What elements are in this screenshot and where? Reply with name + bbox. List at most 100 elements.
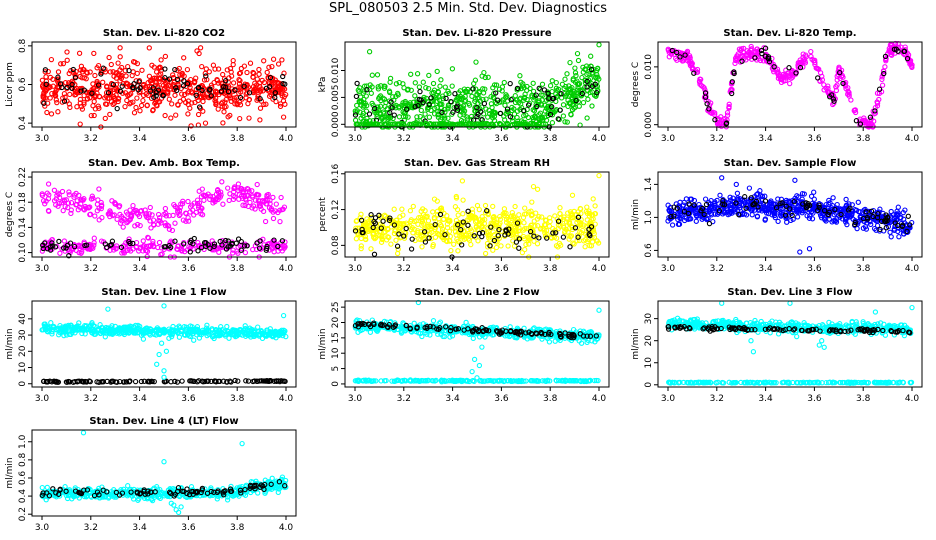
data-point: [123, 73, 129, 79]
data-point: [91, 112, 97, 119]
data-point: [354, 108, 360, 114]
x-tick-label: 3.4: [758, 264, 773, 274]
data-point: [532, 95, 538, 101]
x-tick-label: 3.0: [348, 134, 363, 144]
data-point: [234, 100, 240, 107]
data-point: [211, 79, 217, 86]
data-point: [808, 193, 815, 199]
y-tick-label: 0.12: [331, 200, 341, 220]
data-point: [280, 87, 286, 93]
x-tick-label: 3.2: [397, 264, 411, 274]
data-point: [426, 72, 432, 79]
data-point: [225, 88, 232, 95]
data-point: [40, 82, 46, 88]
y-tick-label: 0.000: [644, 112, 654, 138]
data-point: [389, 105, 395, 111]
data-point: [168, 86, 174, 92]
data-points: [665, 175, 915, 255]
data-point: [221, 84, 227, 90]
data-point: [40, 85, 46, 91]
data-point: [579, 90, 585, 97]
chart-title: Stan. Dev. Line 1 Flow: [101, 287, 226, 298]
data-point: [185, 198, 191, 205]
data-point: [392, 121, 398, 127]
y-tick-label: 10: [18, 362, 28, 374]
data-point: [179, 72, 185, 78]
data-point: [104, 83, 110, 89]
data-point: [567, 59, 573, 66]
data-point: [120, 224, 126, 230]
data-point: [887, 229, 893, 235]
data-point: [108, 61, 114, 68]
data-point: [595, 65, 601, 71]
data-point: [573, 72, 579, 79]
data-point: [460, 121, 466, 127]
data-point: [405, 103, 411, 110]
data-point: [96, 186, 102, 192]
data-point: [439, 115, 445, 121]
data-point: [454, 121, 461, 127]
data-point: [44, 109, 50, 116]
data-point: [266, 93, 273, 99]
data-point: [493, 82, 500, 88]
data-point: [225, 185, 231, 191]
data-point: [438, 77, 444, 83]
data-point: [363, 93, 369, 99]
data-point: [199, 186, 205, 192]
data-point: [786, 65, 792, 71]
data-point: [226, 335, 232, 341]
data-point: [361, 83, 368, 89]
data-point: [539, 214, 545, 220]
data-point: [218, 88, 225, 94]
data-point: [383, 99, 389, 106]
data-point: [416, 84, 423, 90]
data-point: [55, 76, 61, 82]
data-point: [174, 67, 180, 73]
data-point: [495, 97, 501, 103]
data-point: [173, 85, 179, 91]
data-point: [172, 220, 178, 226]
data-point: [66, 101, 72, 107]
data-point: [61, 98, 68, 104]
data-point: [435, 88, 441, 95]
data-point: [564, 119, 570, 125]
data-point: [79, 75, 85, 81]
data-point: [67, 104, 73, 111]
data-point: [70, 66, 76, 73]
data-point: [588, 53, 594, 59]
data-point: [168, 115, 174, 121]
data-point: [481, 69, 487, 76]
data-point: [206, 87, 213, 93]
data-point: [41, 100, 47, 106]
data-point: [185, 111, 191, 117]
data-point: [58, 61, 64, 67]
data-point: [126, 92, 133, 98]
data-point: [436, 94, 442, 100]
data-point: [396, 105, 402, 111]
data-point: [257, 117, 263, 123]
data-point: [502, 117, 508, 123]
figure-title: SPL_080503 2.5 Min. Std. Dev. Diagnostic…: [329, 1, 607, 16]
data-point: [905, 213, 911, 219]
data-point: [254, 181, 260, 188]
data-point: [442, 84, 448, 90]
data-point: [123, 80, 130, 87]
x-tick-label: 3.4: [445, 134, 460, 144]
data-point: [748, 43, 754, 50]
data-point: [41, 91, 47, 97]
data-point: [252, 80, 258, 86]
data-point: [852, 109, 859, 116]
data-point: [477, 98, 483, 104]
data-point: [56, 238, 62, 245]
data-point: [481, 100, 488, 107]
data-point: [91, 235, 97, 241]
data-points: [352, 42, 602, 130]
data-point: [371, 251, 378, 257]
y-tick-label: 0.6: [18, 77, 28, 92]
data-point: [471, 80, 477, 87]
data-point: [574, 50, 581, 57]
data-point: [72, 86, 78, 93]
data-point: [382, 83, 388, 90]
data-point: [92, 72, 98, 79]
